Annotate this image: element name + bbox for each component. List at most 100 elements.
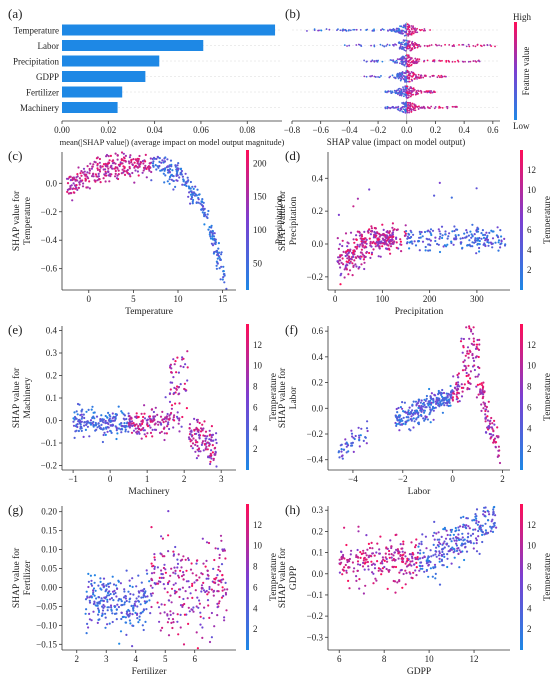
swarm-point xyxy=(397,31,400,34)
scatter-point xyxy=(208,429,211,432)
swarm-point xyxy=(313,28,316,31)
scatter-point xyxy=(220,253,223,256)
scatter-point xyxy=(105,596,108,599)
scatter-point xyxy=(467,374,470,377)
scatter-point xyxy=(438,392,442,395)
scatter-point xyxy=(358,434,361,437)
scatter-point xyxy=(400,423,403,426)
scatter-point xyxy=(412,400,415,403)
scatter-point xyxy=(481,229,484,232)
scatter-point xyxy=(405,230,408,233)
scatter-point xyxy=(401,407,404,410)
swarm-point xyxy=(403,78,406,81)
scatter-point xyxy=(412,571,415,574)
scatter-point xyxy=(219,534,223,537)
scatter-point xyxy=(421,402,425,405)
swarm-point xyxy=(476,43,479,46)
scatter-point xyxy=(469,382,472,385)
swarm-point xyxy=(408,40,411,43)
scatter-point xyxy=(482,393,485,396)
swarm-point xyxy=(390,59,393,62)
scatter-point xyxy=(443,404,446,407)
scatter-point xyxy=(464,365,467,368)
scatter-point xyxy=(374,227,377,230)
scatter-point xyxy=(440,535,443,539)
scatter-point xyxy=(344,266,347,269)
scatter-point xyxy=(165,432,168,435)
scatter-point xyxy=(202,427,205,430)
scatter-point xyxy=(124,428,127,431)
colorbar-tick-label: 10 xyxy=(527,541,537,551)
scatter-point xyxy=(500,235,503,238)
scatter-point xyxy=(463,383,466,386)
scatter-point xyxy=(86,596,89,599)
scatter-point xyxy=(106,623,109,626)
scatter-point xyxy=(426,402,429,405)
scatter-point xyxy=(450,240,453,243)
scatter-point xyxy=(441,564,444,567)
x-tick-label: 6 xyxy=(337,654,342,664)
scatter-point xyxy=(216,606,219,609)
swarm-point xyxy=(428,44,431,47)
colorbar xyxy=(246,504,249,650)
scatter-point xyxy=(218,267,221,270)
scatter-point xyxy=(223,273,226,276)
scatter-point xyxy=(189,180,192,184)
scatter-point xyxy=(84,612,87,615)
scatter-point xyxy=(223,281,226,284)
scatter-point xyxy=(446,243,449,246)
scatter-point xyxy=(491,518,494,521)
scatter-point xyxy=(75,176,78,179)
scatter-point xyxy=(81,415,84,418)
swarm-point xyxy=(411,42,413,45)
scatter-point xyxy=(84,173,87,176)
scatter-point xyxy=(148,580,151,583)
scatter-point xyxy=(176,613,179,616)
scatter-point xyxy=(146,422,149,425)
scatter-point xyxy=(174,185,177,188)
swarm-point xyxy=(373,28,375,31)
scatter-point xyxy=(128,584,132,588)
scatter-point xyxy=(190,190,193,193)
scatter-point xyxy=(420,561,423,564)
scatter-point xyxy=(488,513,491,516)
scatter-point xyxy=(183,387,186,391)
scatter-point xyxy=(477,535,480,538)
scatter-point xyxy=(185,580,188,583)
scatter-point xyxy=(356,569,359,573)
scatter-point xyxy=(118,642,121,645)
scatter-point xyxy=(395,533,398,536)
scatter-point xyxy=(113,612,117,616)
scatter-point xyxy=(101,440,104,444)
scatter-point xyxy=(150,408,154,411)
scatter-point xyxy=(184,590,187,593)
scatter-point xyxy=(146,432,149,435)
scatter-point xyxy=(92,610,95,613)
scatter-point xyxy=(372,240,375,243)
y-axis-title-line: SHAP value for xyxy=(277,367,288,428)
scatter-point xyxy=(344,254,347,258)
scatter-point xyxy=(411,560,414,563)
category-label: Temperature xyxy=(14,26,59,36)
scatter-point xyxy=(386,230,389,233)
colorbar-tick-label: 4 xyxy=(527,245,532,255)
scatter-point xyxy=(417,414,420,417)
scatter-point xyxy=(449,391,453,394)
scatter-point xyxy=(216,261,219,264)
swarm-point xyxy=(393,107,396,109)
scatter-point xyxy=(177,553,180,556)
scatter-point xyxy=(481,384,484,387)
scatter-point xyxy=(442,542,445,545)
swarm-point xyxy=(407,103,410,106)
scatter-point xyxy=(207,604,210,607)
y-tick-label: −0.1 xyxy=(307,590,323,600)
scatter-point xyxy=(480,403,483,406)
scatter-point xyxy=(472,542,475,545)
scatter-point xyxy=(173,566,176,569)
scatter-point xyxy=(157,165,160,168)
swarm-point xyxy=(475,61,478,63)
scatter-point xyxy=(390,553,393,556)
swarm-point xyxy=(408,29,411,31)
swarm-point xyxy=(401,110,404,113)
scatter-point xyxy=(178,419,181,422)
